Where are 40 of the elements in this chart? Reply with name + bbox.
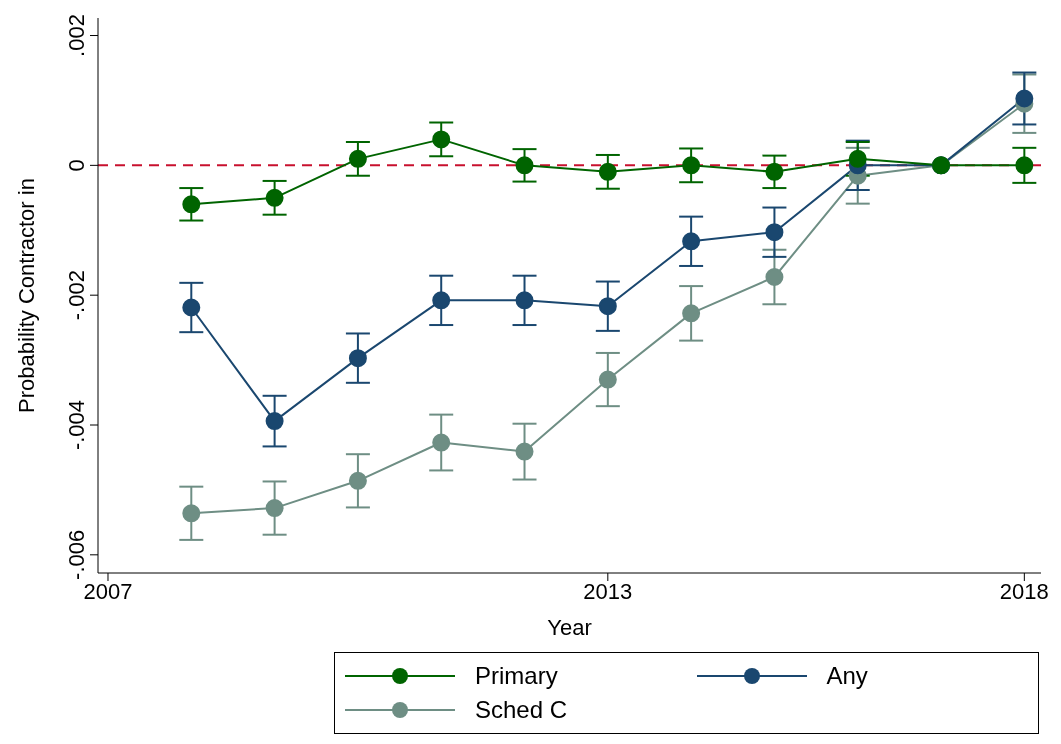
point [348, 349, 367, 368]
point [432, 291, 451, 310]
point [515, 156, 534, 175]
point [682, 156, 701, 175]
point [682, 304, 701, 323]
x-tick-label: 2007 [83, 578, 133, 604]
y-tick-label: .002 [64, 14, 89, 57]
point [1015, 89, 1034, 108]
y-tick-label: 0 [64, 159, 89, 172]
y-tick-label: -.006 [64, 529, 89, 580]
legend-label: Primary [475, 662, 558, 690]
x-axis-title: Year [547, 615, 592, 640]
point [598, 162, 617, 181]
point [432, 130, 451, 149]
point [848, 149, 867, 168]
point [765, 268, 784, 286]
point [598, 297, 617, 316]
point [265, 188, 284, 207]
point [765, 223, 784, 242]
point [348, 471, 367, 490]
point [265, 499, 284, 518]
y-tick-label: -.002 [64, 270, 89, 321]
x-tick-label: 2018 [999, 578, 1049, 604]
legend-label: Sched C [475, 696, 568, 724]
point [348, 149, 367, 168]
point [598, 370, 617, 389]
point [515, 442, 534, 461]
legend-label: Any [826, 662, 868, 690]
point [515, 291, 534, 310]
point [182, 298, 201, 317]
point [182, 504, 201, 523]
y-tick-label: -.004 [64, 399, 89, 451]
y-axis-title: Probability Contractor in [13, 178, 39, 413]
point [765, 162, 784, 181]
x-tick-label: 2013 [583, 578, 633, 604]
point [682, 232, 701, 251]
point [432, 433, 451, 452]
point [1015, 156, 1034, 175]
point [265, 412, 284, 431]
point [182, 195, 201, 214]
